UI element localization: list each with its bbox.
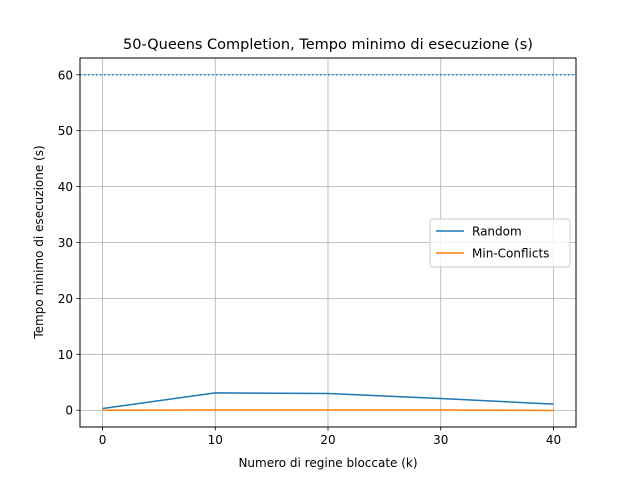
series-line-0 [102,392,554,410]
y-tick-label: 30 [58,236,73,250]
legend-box [429,218,571,268]
x-tick-label: 0 [99,433,107,447]
x-tick-label: 10 [208,433,223,447]
y-tick-label: 20 [58,292,73,306]
chart-title: 50-Queens Completion, Tempo minimo di es… [123,37,533,53]
y-tick-label: 40 [58,180,73,194]
x-tick-label: 40 [546,433,561,447]
x-tick-label: 30 [433,433,448,447]
series-layer [102,392,554,412]
y-tick-label: 10 [58,348,73,362]
y-tick-label: 60 [58,68,73,82]
legend-label: Random [472,225,522,239]
series-line-1 [102,409,554,412]
y-tick-label: 50 [58,124,73,138]
y-axis-ticks: 0 10 20 30 40 50 60 [58,68,80,418]
y-axis-label: Tempo minimo di esecuzione (s) [32,145,46,339]
y-tick-label: 0 [65,404,73,418]
legend-label: Min-Conflicts [472,247,549,261]
legend: Random Min-Conflicts [429,218,571,268]
x-axis-ticks: 0 10 20 30 40 [99,427,561,447]
x-axis-label: Numero di regine bloccate (k) [238,456,417,470]
x-tick-label: 20 [320,433,335,447]
